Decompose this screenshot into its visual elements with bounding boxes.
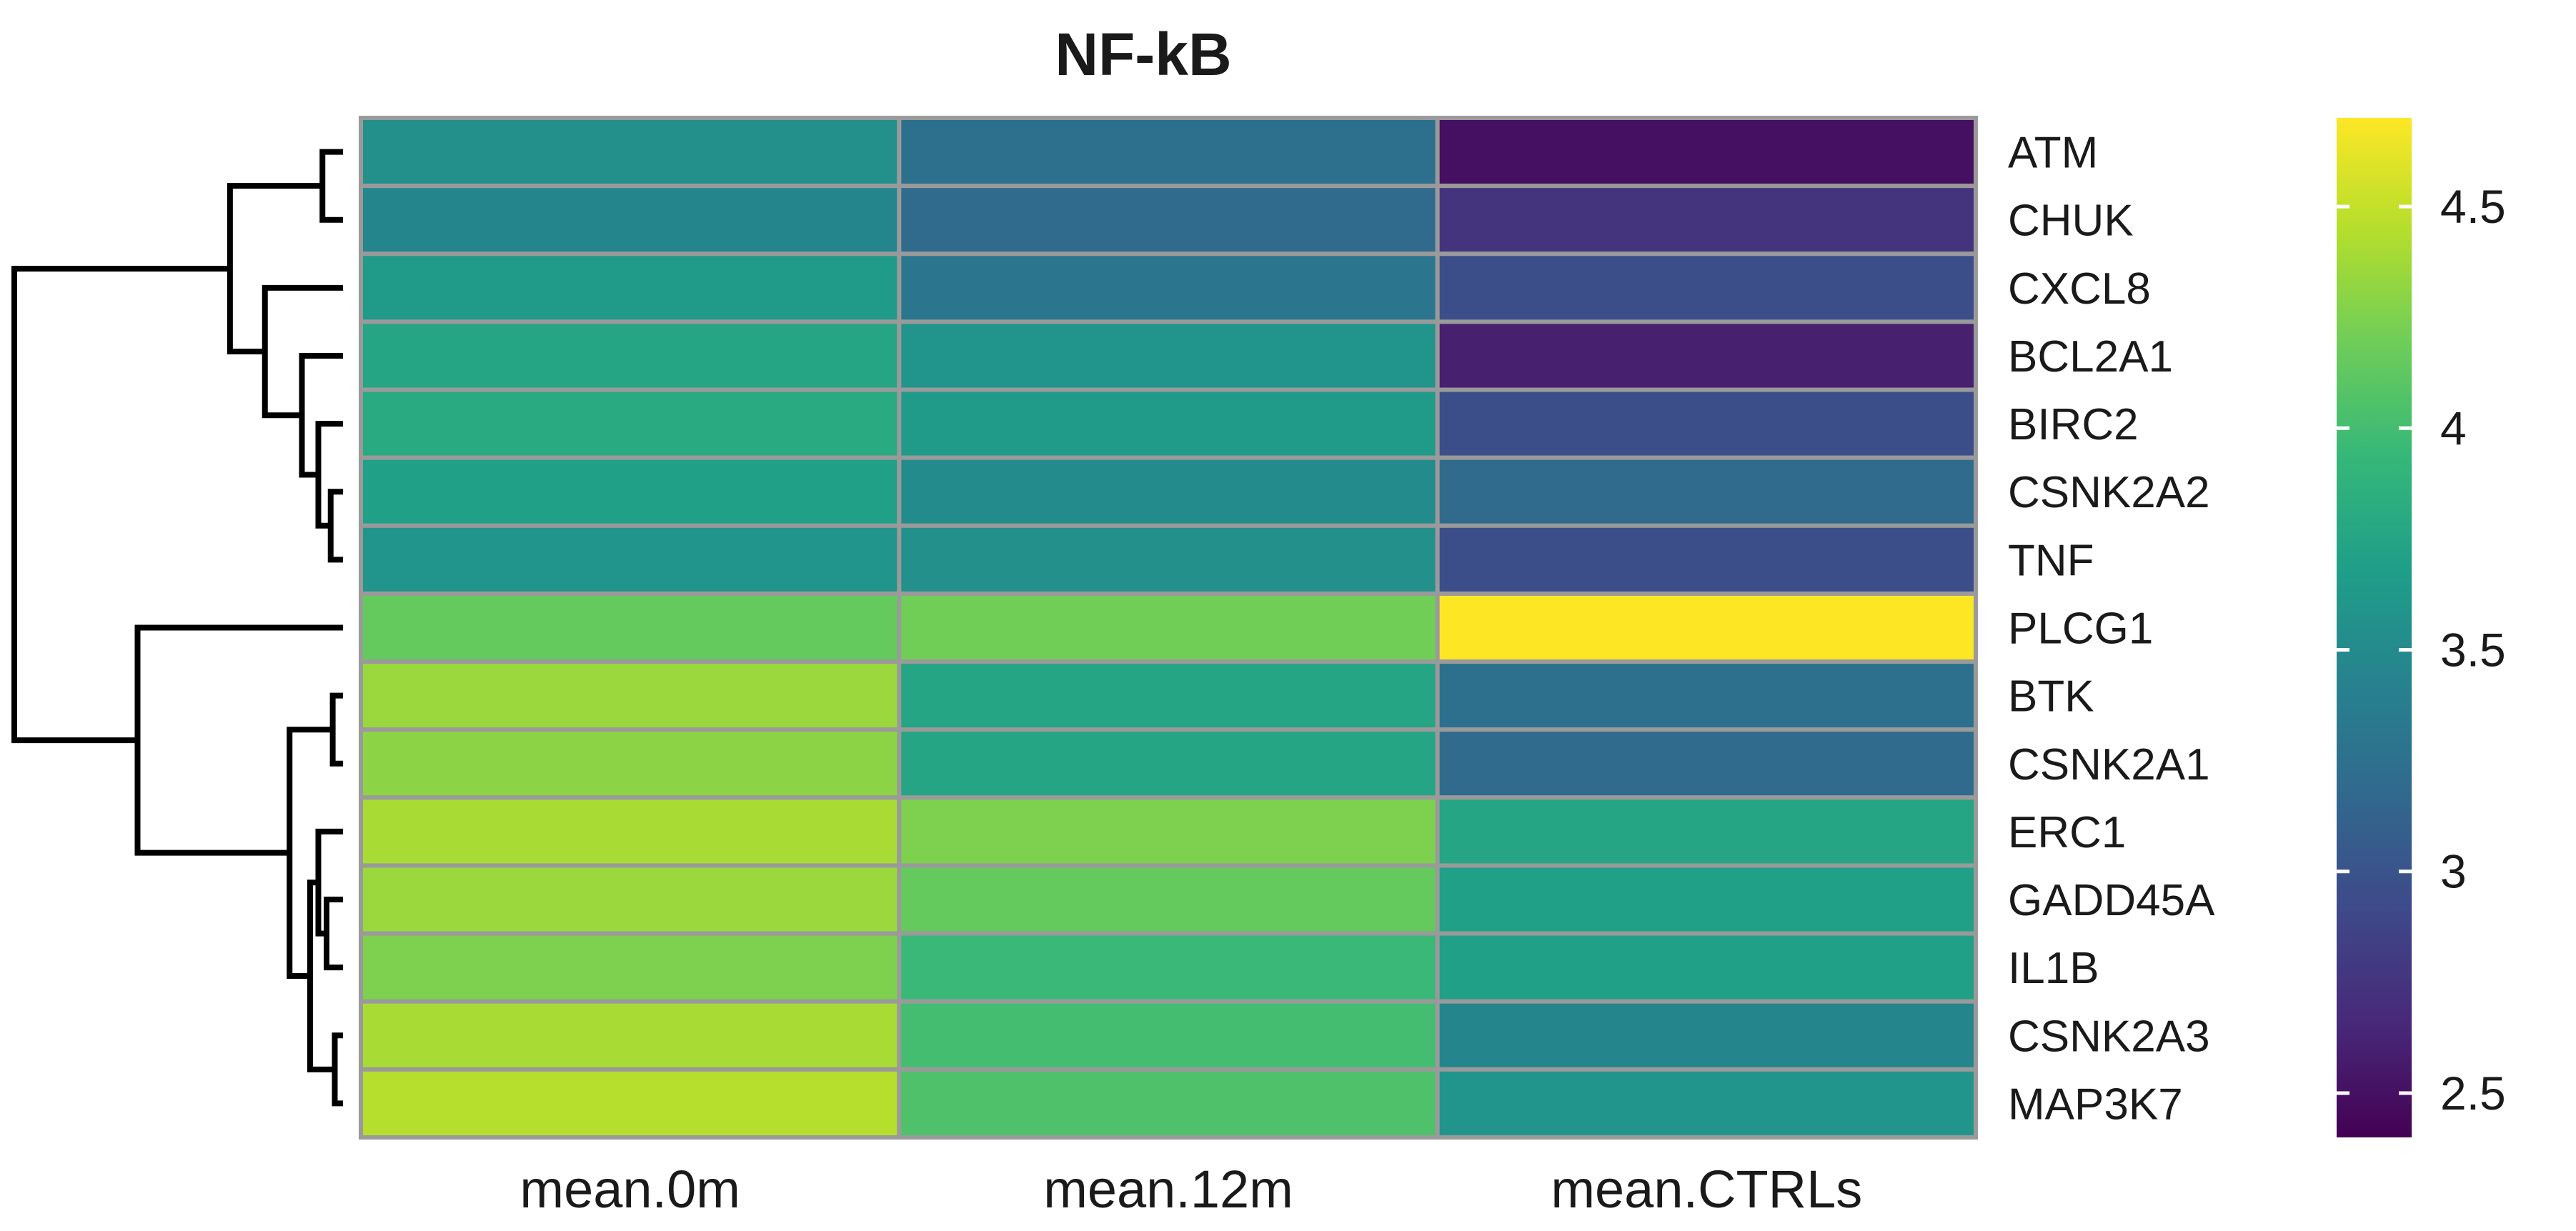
row-label-il1b: IL1B (2008, 944, 2099, 993)
cell-gadd45a-mean-12m (897, 863, 1440, 936)
cell-plcg1-mean-ctrls (1435, 591, 1978, 664)
cell-birc2-mean-ctrls (1435, 387, 1978, 460)
cell-csnk2a1-mean-12m (897, 727, 1440, 800)
row-label-csnk2a3: CSNK2A3 (2008, 1012, 2210, 1061)
row-label-csnk2a1: CSNK2A1 (2008, 740, 2210, 789)
cell-map3k7-mean-0m (359, 1067, 902, 1140)
row-label-atm: ATM (2008, 129, 2098, 178)
legend-tick-label: 4 (2440, 402, 2467, 454)
cell-il1b-mean-0m (359, 931, 902, 1004)
legend-tick-label: 3 (2440, 845, 2467, 898)
cell-csnk2a2-mean-ctrls (1435, 455, 1978, 528)
cell-chuk-mean-0m (359, 184, 902, 256)
cell-csnk2a3-mean-ctrls (1435, 999, 1978, 1072)
cell-csnk2a1-mean-ctrls (1435, 727, 1978, 800)
row-label-chuk: CHUK (2008, 196, 2134, 246)
cell-btk-mean-ctrls (1435, 659, 1978, 732)
cell-plcg1-mean-12m (897, 591, 1440, 664)
dendrogram-branch (329, 692, 343, 767)
row-dendrogram (11, 149, 343, 1107)
cell-bcl2a1-mean-ctrls (1435, 319, 1978, 392)
row-labels: ATM CHUK CXCL8 BCL2A1 BIRC2 CSNK2A2 TNF PLCG1 BT… (2008, 129, 2215, 1130)
row-label-map3k7: MAP3K7 (2008, 1080, 2183, 1129)
column-label-mean-0m: mean.0m (519, 1160, 740, 1219)
cell-csnk2a2-mean-12m (897, 455, 1440, 528)
cell-erc1-mean-12m (897, 795, 1440, 868)
row-label-btk: BTK (2008, 672, 2094, 722)
dendrogram-branch (327, 489, 343, 563)
legend-tick-label: 4.5 (2440, 180, 2506, 233)
cell-csnk2a3-mean-0m (359, 999, 902, 1072)
dendrogram-branch (332, 1032, 343, 1107)
cell-birc2-mean-0m (359, 387, 902, 460)
color-legend: 2.5 3 3.5 4 4.5 (2337, 118, 2506, 1137)
cell-birc2-mean-12m (897, 387, 1440, 460)
cell-cxcl8-mean-ctrls (1435, 251, 1978, 324)
cell-il1b-mean-ctrls (1435, 931, 1978, 1004)
cell-tnf-mean-ctrls (1435, 523, 1978, 596)
dendrogram-branch (134, 624, 343, 856)
dendrogram-branch (299, 352, 343, 478)
cell-chuk-mean-ctrls (1435, 184, 1978, 256)
row-label-tnf: TNF (2008, 536, 2094, 585)
row-label-bcl2a1: BCL2A1 (2008, 332, 2173, 382)
column-label-mean-ctrls: mean.CTRLs (1551, 1160, 1862, 1219)
cell-chuk-mean-12m (897, 184, 1440, 256)
cell-tnf-mean-12m (897, 523, 1440, 596)
row-label-csnk2a2: CSNK2A2 (2008, 468, 2210, 517)
legend-tick-label: 3.5 (2440, 624, 2506, 677)
cell-csnk2a2-mean-0m (359, 455, 902, 528)
cell-gadd45a-mean-ctrls (1435, 863, 1978, 936)
dendrogram-branch (319, 149, 343, 223)
cell-erc1-mean-ctrls (1435, 795, 1978, 868)
column-labels: mean.0m mean.12m mean.CTRLs (519, 1160, 1862, 1219)
cell-atm-mean-ctrls (1435, 116, 1978, 189)
cell-tnf-mean-0m (359, 523, 902, 596)
cell-atm-mean-12m (897, 116, 1440, 189)
cell-erc1-mean-0m (359, 795, 902, 868)
cell-bcl2a1-mean-12m (897, 319, 1440, 392)
cell-btk-mean-12m (897, 659, 1440, 732)
column-label-mean-12m: mean.12m (1043, 1160, 1293, 1219)
cell-map3k7-mean-ctrls (1435, 1067, 1978, 1140)
cell-plcg1-mean-0m (359, 591, 902, 664)
dendrogram-branch (315, 828, 343, 937)
cell-il1b-mean-12m (897, 931, 1440, 1004)
cell-csnk2a3-mean-12m (897, 999, 1440, 1072)
cell-map3k7-mean-12m (897, 1067, 1440, 1140)
cell-cxcl8-mean-12m (897, 251, 1440, 324)
cell-csnk2a1-mean-0m (359, 727, 902, 800)
chart-title: NF-kB (1055, 21, 1231, 88)
row-label-plcg1: PLCG1 (2008, 604, 2153, 654)
row-label-birc2: BIRC2 (2008, 400, 2139, 449)
dendrogram-branch (307, 879, 335, 1072)
cell-cxcl8-mean-0m (359, 251, 902, 324)
dendrogram-branch (227, 183, 323, 355)
row-label-gadd45a: GADD45A (2008, 876, 2215, 925)
cell-bcl2a1-mean-0m (359, 319, 902, 392)
dendrogram-branch (11, 266, 230, 744)
row-label-cxcl8: CXCL8 (2008, 264, 2151, 314)
cell-atm-mean-0m (359, 116, 902, 189)
dendrogram-branch (324, 897, 343, 971)
row-label-erc1: ERC1 (2008, 808, 2126, 857)
color-legend-bar (2337, 118, 2412, 1137)
heatmap-cells (359, 116, 1978, 1140)
legend-tick-label: 2.5 (2440, 1067, 2506, 1120)
cell-btk-mean-0m (359, 659, 902, 732)
cell-gadd45a-mean-0m (359, 863, 902, 936)
